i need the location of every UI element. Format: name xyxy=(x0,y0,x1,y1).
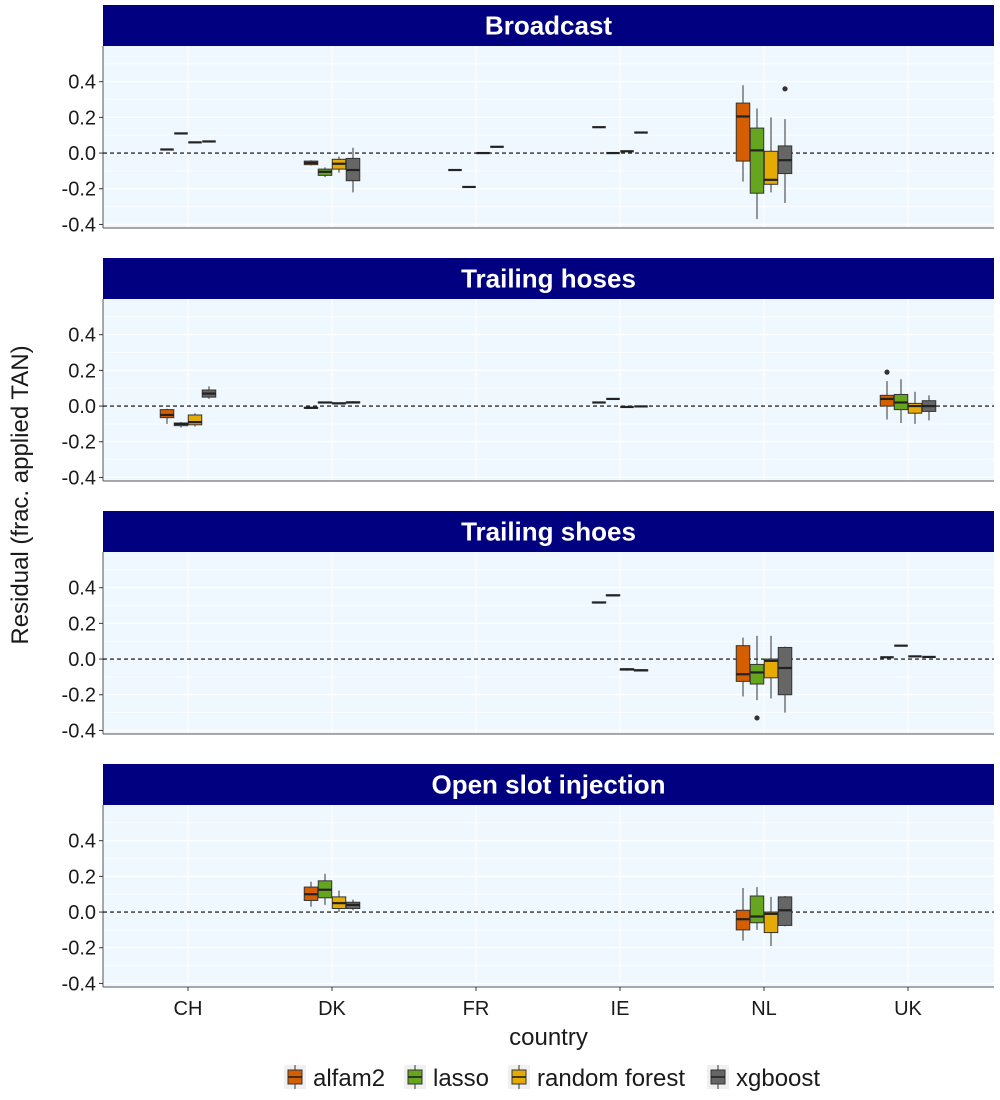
box-uk-xgboost xyxy=(921,395,937,421)
x-tick-label-uk: UK xyxy=(894,998,922,1020)
x-tick-label-dk: DK xyxy=(318,998,346,1020)
legend-label: random forest xyxy=(537,1065,685,1092)
panel-background xyxy=(103,552,994,734)
box-nl-alfam2 xyxy=(735,85,751,182)
box-dk-lasso xyxy=(317,167,333,178)
panel-title: Trailing shoes xyxy=(461,517,636,547)
panel-strip xyxy=(103,511,994,552)
outlier-point xyxy=(782,86,788,92)
panel-broadcast: Broadcast -0.4 -0.2 0.0 0.2 0.4 xyxy=(62,5,994,236)
box-uk-lasso xyxy=(893,379,909,424)
panel-title: Trailing hoses xyxy=(461,264,636,294)
box-iqr xyxy=(879,394,895,407)
x-tick-label-ie: IE xyxy=(611,998,630,1020)
panel-background xyxy=(103,46,994,228)
box-ie-alfam2 xyxy=(591,601,607,604)
y-tick-label: 0.2 xyxy=(68,360,96,382)
y-axis-title: Residual (frac. applied TAN) xyxy=(7,345,34,644)
y-tick-label: 0.0 xyxy=(68,143,96,165)
box-ie-xgboost xyxy=(633,669,649,672)
panel-background xyxy=(103,805,994,987)
legend-item-xgboost: xgboost xyxy=(707,1065,820,1092)
x-tick-label-nl: NL xyxy=(751,998,777,1020)
y-tick-label: -0.2 xyxy=(62,432,96,454)
box-nl-random-forest xyxy=(763,117,779,193)
panel-title: Open slot injection xyxy=(431,770,665,800)
box-dk-alfam2 xyxy=(303,406,319,409)
box-iqr xyxy=(907,402,923,414)
legend: alfam2 lasso random forest xgboost xyxy=(284,1065,820,1092)
panel-strip xyxy=(103,5,994,46)
box-uk-alfam2 xyxy=(879,369,895,420)
y-tick-label: -0.2 xyxy=(62,179,96,201)
box-ch-random-forest xyxy=(187,413,203,427)
box-nl-xgboost xyxy=(777,86,793,204)
y-tick-label: -0.4 xyxy=(62,973,96,995)
panel-strip xyxy=(103,258,994,299)
panel-trailing-shoes: Trailing shoes -0.4 -0.2 0.0 0.2 0.4 xyxy=(62,511,994,742)
box-dk-lasso xyxy=(317,873,333,905)
y-tick-label: 0.0 xyxy=(68,396,96,418)
legend-item-lasso: lasso xyxy=(404,1065,489,1092)
y-tick-label: 0.2 xyxy=(68,107,96,129)
box-dk-lasso xyxy=(317,401,333,404)
outlier-point xyxy=(884,369,890,375)
y-tick-label: 0.4 xyxy=(68,72,96,94)
x-axis-title: country xyxy=(509,1024,588,1051)
y-tick-label: 0.2 xyxy=(68,613,96,635)
y-tick-label: 0.0 xyxy=(68,649,96,671)
y-tick-label: -0.4 xyxy=(62,467,96,489)
box-iqr xyxy=(187,414,203,426)
box-dk-xgboost xyxy=(345,401,361,404)
box-ie-random-forest xyxy=(619,667,635,671)
y-tick-label: -0.2 xyxy=(62,938,96,960)
panel-strip xyxy=(103,764,994,805)
panel-open-slot-injection: Open slot injection -0.4 -0.2 0.0 0.2 0.4 xyxy=(62,764,994,995)
legend-label: alfam2 xyxy=(313,1065,385,1092)
panel-title: Broadcast xyxy=(485,11,612,41)
box-iqr xyxy=(159,409,175,419)
legend-item-alfam2: alfam2 xyxy=(284,1065,385,1092)
legend-label: xgboost xyxy=(736,1065,820,1092)
box-ch-xgboost xyxy=(201,386,217,399)
box-iqr xyxy=(749,895,765,924)
y-tick-label: 0.4 xyxy=(68,831,96,853)
y-tick-label: 0.4 xyxy=(68,325,96,347)
panel-background xyxy=(103,299,994,481)
y-tick-label: -0.4 xyxy=(62,720,96,742)
box-ie-lasso xyxy=(605,594,621,597)
box-nl-lasso xyxy=(749,887,765,930)
box-nl-xgboost xyxy=(777,646,793,713)
box-iqr xyxy=(749,127,765,194)
y-tick-label: -0.2 xyxy=(62,685,96,707)
box-dk-alfam2 xyxy=(303,881,319,907)
outlier-point xyxy=(754,715,760,721)
x-tick-label-fr: FR xyxy=(463,998,490,1020)
box-dk-xgboost xyxy=(345,147,361,193)
y-tick-label: -0.4 xyxy=(62,214,96,236)
box-nl-alfam2 xyxy=(735,637,751,697)
box-dk-random-forest xyxy=(331,402,347,405)
legend-label: lasso xyxy=(433,1065,489,1092)
x-tick-label-ch: CH xyxy=(174,998,203,1020)
box-iqr xyxy=(777,646,793,696)
box-dk-alfam2 xyxy=(303,160,319,166)
box-iqr xyxy=(735,645,751,682)
legend-item-random-forest: random forest xyxy=(508,1065,685,1092)
y-tick-label: 0.4 xyxy=(68,578,96,600)
box-iqr xyxy=(735,102,751,162)
box-nl-xgboost xyxy=(777,896,793,927)
box-ch-alfam2 xyxy=(159,408,175,424)
box-nl-lasso xyxy=(749,635,765,721)
box-iqr xyxy=(763,911,779,934)
y-tick-label: 0.0 xyxy=(68,902,96,924)
panel-trailing-hoses: Trailing hoses -0.4 -0.2 0.0 0.2 0.4 xyxy=(62,258,994,489)
box-dk-xgboost xyxy=(345,899,361,911)
y-tick-label: 0.2 xyxy=(68,866,96,888)
box-iqr xyxy=(749,663,765,685)
